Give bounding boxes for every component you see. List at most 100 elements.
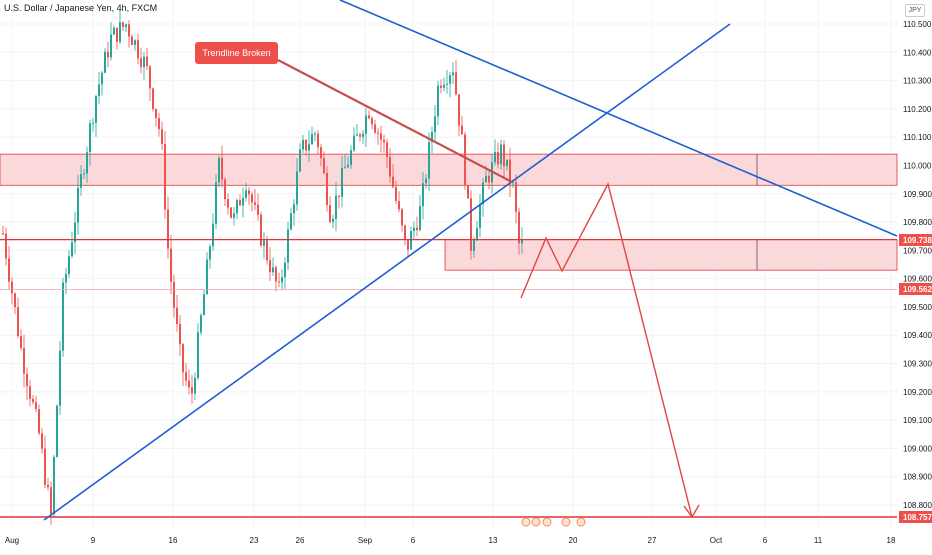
candle-body	[239, 199, 241, 206]
y-tick-label: 109.800	[903, 218, 932, 227]
candle-body	[515, 182, 517, 212]
candle-body	[242, 197, 244, 206]
candle-body	[479, 204, 481, 228]
projection-path	[520, 182, 693, 518]
candle-body	[92, 122, 94, 124]
price-tag	[899, 283, 932, 295]
price-tag-label: 109.562	[903, 285, 932, 294]
candle-body	[107, 51, 109, 58]
x-tick-label: 18	[887, 536, 896, 545]
candles-layer	[2, 10, 523, 525]
y-tick-label: 110.000	[903, 161, 932, 170]
candle-body	[296, 171, 298, 205]
candle-body	[233, 213, 235, 218]
candle-body	[437, 85, 439, 117]
candle-body	[32, 398, 34, 403]
candle-body	[170, 248, 172, 282]
candle-body	[248, 190, 250, 195]
x-tick-label: 13	[489, 536, 498, 545]
candle-body	[419, 206, 421, 231]
candle-body	[311, 134, 313, 145]
candle-body	[392, 176, 394, 187]
projection-arrowhead	[683, 504, 700, 519]
candle-body	[179, 324, 181, 345]
y-tick-label: 109.300	[903, 360, 932, 369]
candle-body	[452, 72, 454, 76]
candle-body	[71, 242, 73, 257]
candle-body	[56, 405, 58, 457]
y-tick-label: 110.200	[903, 105, 932, 114]
candle-body	[344, 167, 346, 169]
x-tick-label: 6	[763, 536, 768, 545]
candle-body	[434, 116, 436, 133]
candle-body	[143, 56, 145, 67]
candle-body	[158, 118, 160, 130]
x-tick-label: 6	[411, 536, 416, 545]
candle-body	[455, 72, 457, 95]
price-tag-label: 108.757	[903, 513, 932, 522]
candle-body	[20, 336, 22, 349]
candle-body	[176, 307, 178, 325]
candle-body	[329, 205, 331, 222]
symbol-title[interactable]: U.S. Dollar / Japanese Yen, 4h, FXCM	[4, 3, 158, 13]
candle-body	[119, 22, 121, 42]
event-icon	[561, 517, 571, 527]
candle-body	[389, 157, 391, 177]
candle-body	[251, 194, 253, 203]
x-tick-label: 26	[296, 536, 305, 545]
candle-body	[446, 83, 448, 85]
candle-body	[398, 200, 400, 210]
candle-body	[230, 207, 232, 218]
candle-body	[221, 157, 223, 180]
y-tick-label: 110.400	[903, 48, 932, 57]
candle-body	[227, 199, 229, 208]
candle-body	[2, 233, 4, 235]
price-tag-label: 109.738	[903, 236, 932, 245]
candle-body	[8, 258, 10, 282]
candle-body	[443, 84, 445, 88]
candle-body	[458, 94, 460, 126]
candle-body	[83, 173, 85, 175]
candle-body	[323, 158, 325, 174]
x-tick-label: 20	[569, 536, 578, 545]
candle-body	[62, 282, 64, 351]
candle-body	[521, 239, 523, 244]
callout-pointer	[277, 59, 513, 183]
x-tick-label: 16	[169, 536, 178, 545]
event-icon	[521, 517, 531, 527]
candle-body	[23, 348, 25, 374]
candle-body	[476, 227, 478, 241]
axes-layer: 110.500 110.400 110.300 110.200 110.100 110.0…	[5, 20, 932, 545]
drawings-layer	[0, 0, 898, 527]
candle-body	[197, 332, 199, 379]
candle-body	[473, 240, 475, 251]
x-tick-label: Aug	[5, 536, 19, 545]
candle-body	[200, 315, 202, 333]
candle-body	[29, 386, 31, 399]
candle-body	[314, 133, 316, 135]
y-tick-label: 108.800	[903, 501, 932, 510]
candle-body	[173, 281, 175, 308]
candle-body	[272, 267, 274, 273]
candle-body	[497, 152, 499, 165]
candle-body	[188, 380, 190, 388]
candle-body	[191, 387, 193, 394]
candle-body	[404, 225, 406, 240]
descending-trendline	[339, 0, 898, 237]
candle-body	[500, 144, 502, 165]
candle-body	[308, 144, 310, 151]
candle-body	[152, 88, 154, 109]
candle-body	[440, 85, 442, 88]
candle-body	[464, 134, 466, 186]
candle-body	[26, 373, 28, 387]
candle-body	[38, 409, 40, 434]
candle-body	[113, 27, 115, 35]
candle-body	[218, 157, 220, 183]
currency-badge[interactable]: JPY	[905, 4, 925, 17]
candle-body	[236, 199, 238, 214]
candle-body	[155, 108, 157, 119]
candle-body	[320, 147, 322, 159]
candle-body	[380, 133, 382, 140]
